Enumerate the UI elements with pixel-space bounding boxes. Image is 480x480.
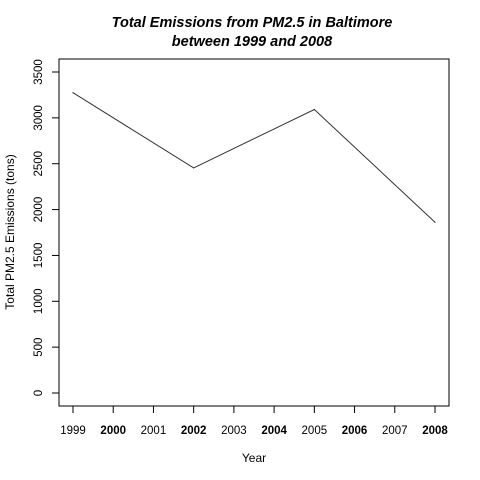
series-line [72, 92, 436, 223]
data-point [193, 167, 195, 169]
x-tick-label: 2003 [221, 425, 247, 437]
y-tick-label: 1000 [33, 288, 45, 314]
data-point [72, 92, 74, 94]
x-tick-label: 1999 [60, 425, 86, 437]
x-tick-label: 2001 [141, 425, 167, 437]
x-tick-label: 2002 [181, 425, 207, 437]
x-tick-label: 2007 [382, 425, 408, 437]
x-axis-label: Year [242, 451, 266, 465]
x-tick-label: 2005 [302, 425, 328, 437]
y-tick-label: 2500 [33, 151, 45, 177]
series-layer [72, 92, 436, 223]
y-tick-label: 2000 [33, 197, 45, 223]
data-point [313, 108, 315, 111]
y-tick-label: 3000 [33, 105, 45, 131]
y-axis-label: Total PM2.5 Emissions (tons) [3, 154, 17, 309]
x-tick-label: 2000 [100, 425, 126, 437]
chart-title-line-1: Total Emissions from PM2.5 in Baltimore [112, 15, 393, 31]
data-point [434, 221, 436, 223]
y-tick-label: 500 [33, 338, 45, 357]
x-tick-label: 2004 [261, 425, 287, 437]
chart-title-line-2: between 1999 and 2008 [172, 34, 333, 50]
y-tick-label: 1500 [33, 243, 45, 269]
x-tick-label: 2008 [422, 425, 448, 437]
y-tick-label: 0 [33, 390, 45, 396]
y-axis: 0 500 1000 1500 2000 2500 3000 3500 [33, 59, 60, 396]
x-axis: 1999 2000 2001 2002 2003 2004 2005 2006 2007 2008 [60, 405, 448, 437]
x-tick-label: 2006 [342, 425, 368, 437]
y-tick-label: 3500 [33, 59, 45, 85]
